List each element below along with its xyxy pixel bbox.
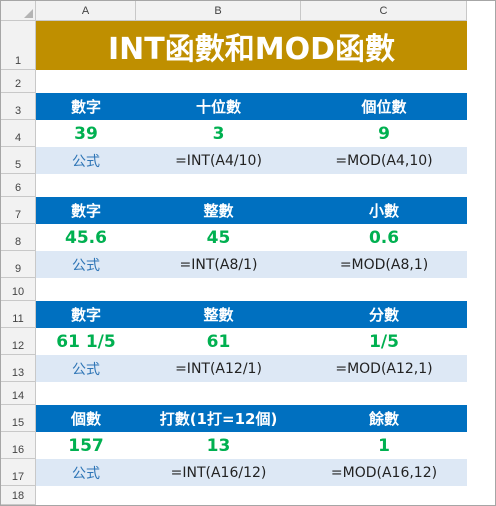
formula-cell-c9[interactable]: =MOD(A8,1) (339, 256, 429, 273)
value-cell-a16[interactable]: 157 (68, 435, 104, 456)
value-cell-b4[interactable]: 3 (212, 123, 225, 144)
row-header-15[interactable]: 15 (1, 405, 36, 432)
row-header-7[interactable]: 7 (1, 197, 36, 224)
header-cell-b3[interactable]: 十位數 (195, 98, 241, 116)
row-header-14[interactable]: 14 (1, 382, 36, 405)
row-header-3[interactable]: 3 (1, 93, 36, 120)
sheet-title[interactable]: INT函數和MOD函數 (36, 21, 467, 70)
row-header-12[interactable]: 12 (1, 328, 36, 355)
table-header-row: 數字 整數 小數 (36, 197, 467, 224)
table-header-row: 數字 整數 分數 (36, 301, 467, 328)
row-header-18[interactable]: 18 (1, 486, 36, 505)
header-cell-b7[interactable]: 整數 (203, 202, 234, 220)
column-header-b[interactable]: B (136, 1, 301, 21)
value-cell-c16[interactable]: 1 (378, 435, 390, 456)
table-value-row: 39 3 9 (36, 120, 467, 147)
table-value-row: 45.6 45 0.6 (36, 224, 467, 251)
formula-cell-c17[interactable]: =MOD(A16,12) (330, 464, 438, 481)
table-formula-row: 公式 =INT(A12/1) =MOD(A12,1) (36, 355, 467, 382)
row-header-13[interactable]: 13 (1, 355, 36, 382)
formula-label-a17[interactable]: 公式 (72, 465, 100, 482)
header-cell-b15[interactable]: 打數(1打=12個) (159, 410, 278, 428)
table-header-row: 數字 十位數 個位數 (36, 93, 467, 120)
row-header-9[interactable]: 9 (1, 251, 36, 278)
select-all-corner[interactable] (1, 1, 36, 21)
formula-label-a5[interactable]: 公式 (72, 153, 100, 170)
table-formula-row: 公式 =INT(A16/12) =MOD(A16,12) (36, 459, 467, 486)
formula-label-a9[interactable]: 公式 (72, 257, 100, 274)
formula-cell-c5[interactable]: =MOD(A4,10) (335, 152, 433, 169)
formula-cell-b17[interactable]: =INT(A16/12) (170, 464, 267, 481)
row-header-1[interactable]: 1 (1, 21, 36, 70)
value-cell-c4[interactable]: 9 (378, 123, 390, 144)
value-cell-a4[interactable]: 39 (74, 123, 98, 144)
header-cell-a3[interactable]: 數字 (70, 98, 101, 116)
column-header-a[interactable]: A (36, 1, 136, 21)
value-cell-b16[interactable]: 13 (206, 435, 231, 456)
header-cell-c11[interactable]: 分數 (368, 306, 399, 324)
formula-cell-b9[interactable]: =INT(A8/1) (179, 256, 258, 273)
row-header-10[interactable]: 10 (1, 278, 36, 301)
row-header-8[interactable]: 8 (1, 224, 36, 251)
value-cell-a8[interactable]: 45.6 (65, 227, 107, 248)
header-cell-a11[interactable]: 數字 (70, 306, 101, 324)
value-cell-c12[interactable]: 1/5 (369, 331, 399, 352)
table-value-row: 157 13 1 (36, 432, 467, 459)
row-header-4[interactable]: 4 (1, 120, 36, 147)
row-header-16[interactable]: 16 (1, 432, 36, 459)
header-cell-a7[interactable]: 數字 (70, 202, 101, 220)
value-cell-b12[interactable]: 61 (206, 331, 231, 352)
header-cell-c15[interactable]: 餘數 (368, 410, 399, 428)
value-cell-a12[interactable]: 61 1/5 (56, 331, 116, 352)
header-cell-c7[interactable]: 小數 (368, 202, 399, 220)
value-cell-b8[interactable]: 45 (206, 227, 231, 248)
header-cell-c3[interactable]: 個位數 (361, 98, 407, 116)
row-header-6[interactable]: 6 (1, 174, 36, 197)
table-formula-row: 公式 =INT(A4/10) =MOD(A4,10) (36, 147, 467, 174)
header-cell-b11[interactable]: 整數 (203, 306, 234, 324)
formula-cell-b5[interactable]: =INT(A4/10) (175, 152, 262, 169)
column-header-c[interactable]: C (301, 1, 467, 21)
formula-label-a13[interactable]: 公式 (72, 361, 100, 378)
value-cell-c8[interactable]: 0.6 (368, 227, 400, 248)
row-header-2[interactable]: 2 (1, 70, 36, 93)
table-value-row: 61 1/5 61 1/5 (36, 328, 467, 355)
formula-cell-b13[interactable]: =INT(A12/1) (175, 360, 262, 377)
header-cell-a15[interactable]: 個數 (70, 410, 101, 428)
row-header-11[interactable]: 11 (1, 301, 36, 328)
formula-cell-c13[interactable]: =MOD(A12,1) (335, 360, 433, 377)
table-header-row: 個數 打數(1打=12個) 餘數 (36, 405, 467, 432)
row-header-5[interactable]: 5 (1, 147, 36, 174)
table-formula-row: 公式 =INT(A8/1) =MOD(A8,1) (36, 251, 467, 278)
row-header-17[interactable]: 17 (1, 459, 36, 486)
